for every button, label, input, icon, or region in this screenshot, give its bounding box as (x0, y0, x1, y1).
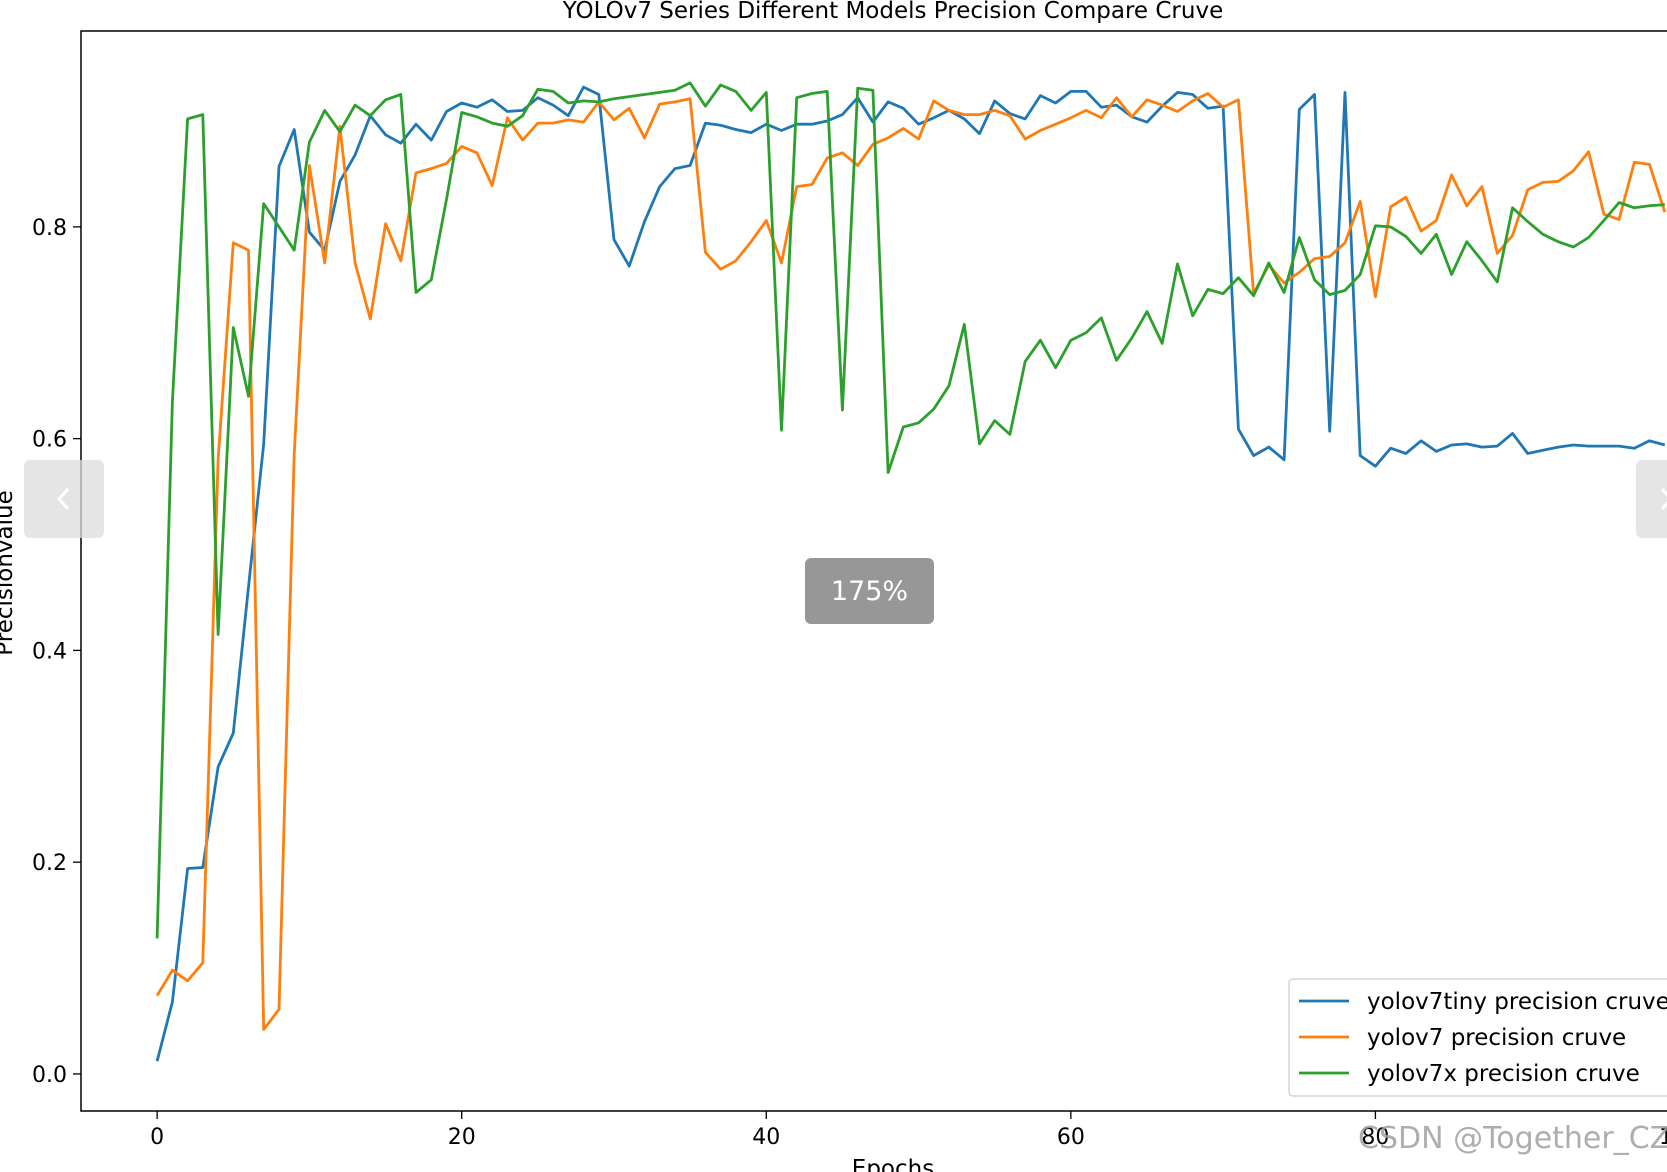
x-tick-label: 60 (1057, 1125, 1085, 1150)
legend-box (1288, 978, 1667, 1097)
x-axis-label: Epochs (852, 1156, 934, 1172)
x-tick-label: 0 (150, 1125, 164, 1150)
series-lines (155, 81, 1667, 1062)
watermark-text: CSDN @Together_CZ (1358, 1121, 1667, 1156)
next-image-button[interactable] (1636, 460, 1667, 538)
chart-title: YOLOv7 Series Different Models Precision… (562, 0, 1223, 24)
y-tick-label: 0.8 (32, 216, 67, 241)
plot-area-frame (80, 30, 1667, 1112)
y-tick-label: 0.4 (32, 639, 67, 664)
legend-label: yolov7tiny precision cruve (1367, 989, 1667, 1015)
x-tick-label: 100 (1659, 1125, 1667, 1150)
y-axis-label: Precisionvalue (0, 490, 18, 655)
previous-image-button[interactable] (24, 460, 104, 538)
x-tick-label: 40 (752, 1125, 780, 1150)
plot-frame (80, 30, 1667, 1112)
y-tick-label: 0.6 (32, 428, 67, 453)
chevron-left-icon (56, 487, 70, 511)
y-tick-label: 0.0 (32, 1063, 67, 1088)
legend-label: yolov7x precision cruve (1367, 1061, 1640, 1087)
legend-label: yolov7 precision cruve (1367, 1025, 1626, 1051)
series-line-2 (155, 92, 1667, 1031)
axis-ticks: 0 20 40 60 80 100 0.0 0.2 0.4 0.6 0.8 (32, 216, 1667, 1150)
x-tick-label: 20 (448, 1125, 476, 1150)
x-tick-label: 80 (1361, 1125, 1389, 1150)
zoom-level-badge: 175% (805, 558, 934, 624)
y-tick-label: 0.2 (32, 851, 67, 876)
series-line-3 (155, 81, 1665, 939)
series-line-1 (155, 85, 1666, 1062)
legend: yolov7tiny precision cruve yolov7 precisi… (1288, 978, 1667, 1097)
chevron-right-icon (1660, 487, 1667, 511)
